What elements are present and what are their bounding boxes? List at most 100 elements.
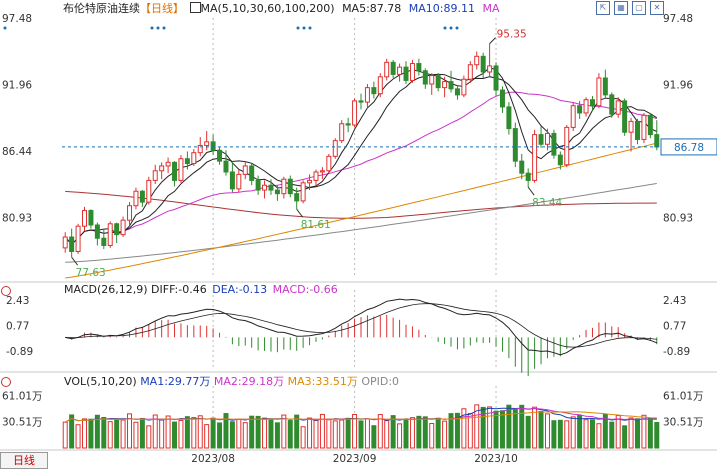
- candle-body: [358, 100, 364, 103]
- candle-body: [371, 87, 377, 95]
- candle-body: [474, 55, 480, 66]
- price-y-tick-right: 91.96: [663, 80, 693, 92]
- volume-bar: [525, 415, 531, 449]
- volume-bar: [210, 417, 216, 449]
- candle-body: [274, 189, 280, 195]
- macd-settings-icon[interactable]: [1, 286, 11, 296]
- vol-opid-label: OPID:0: [361, 375, 400, 388]
- candle-body: [184, 158, 190, 165]
- volume-bar: [583, 419, 589, 449]
- candle-body: [62, 236, 68, 249]
- candle-body: [114, 223, 120, 236]
- volume-bar: [197, 415, 203, 449]
- candle-body: [538, 134, 544, 145]
- signal-marker: [443, 26, 447, 30]
- price-y-tick-left: 80.93: [2, 212, 32, 224]
- macd-title[interactable]: MACD(26,12,9): [64, 283, 148, 296]
- candle-body: [120, 219, 126, 236]
- price-y-tick-left: 97.48: [2, 13, 32, 25]
- candle-body: [332, 140, 338, 157]
- volume-bar: [435, 417, 441, 449]
- annotation-high: 95.35: [497, 29, 527, 41]
- candle-body: [493, 65, 499, 91]
- expand-icon[interactable]: ⇱: [596, 1, 610, 15]
- grid-icon[interactable]: ▦: [614, 1, 628, 15]
- candle-body: [101, 237, 107, 246]
- vol-ma3-label: MA3:33.51万: [287, 375, 358, 388]
- volume-bar: [287, 420, 293, 449]
- volume-bar: [480, 406, 486, 449]
- volume-bar: [82, 418, 87, 449]
- candle-body: [146, 179, 152, 203]
- ma5-label: MA5:87.78: [342, 2, 402, 15]
- volume-bar: [397, 423, 403, 449]
- candle-body: [197, 144, 203, 154]
- macd-diff-label: DIFF:-0.46: [151, 283, 207, 296]
- signal-marker: [296, 26, 300, 30]
- candle-body: [127, 205, 133, 221]
- candle-body: [384, 61, 390, 78]
- ma60-line: [65, 142, 657, 279]
- candle-body: [647, 114, 653, 136]
- volume-bar: [313, 419, 319, 449]
- volume-bar: [178, 419, 184, 449]
- volume-bar: [577, 414, 583, 449]
- volume-bar: [487, 406, 493, 449]
- volume-bar: [114, 418, 120, 449]
- vol-panel-header: VOL(5,10,20) MA1:29.77万 MA2:29.18万 MA3:3…: [64, 375, 399, 389]
- x-tick-label: 2023/09: [333, 453, 377, 465]
- candle-body: [159, 165, 165, 172]
- candle-body: [339, 123, 345, 142]
- candle-body: [499, 89, 505, 108]
- candle-body: [300, 182, 306, 202]
- volume-bar: [454, 412, 460, 449]
- volume-bar: [384, 420, 390, 449]
- volume-bar: [422, 416, 428, 449]
- candle-body: [397, 66, 403, 75]
- ma-params-label[interactable]: MA(5,10,30,60,100,200): [200, 2, 335, 15]
- volume-bar: [172, 421, 178, 449]
- candle-body: [249, 165, 255, 181]
- candle-body: [107, 223, 113, 246]
- last-price-value: 86.78: [674, 142, 704, 154]
- candle-body: [255, 179, 261, 191]
- volume-bar: [358, 420, 364, 449]
- candle-body: [204, 141, 210, 146]
- period-tab[interactable]: 日线: [0, 452, 48, 469]
- close-icon[interactable]: ✕: [650, 1, 664, 15]
- signal-marker: [156, 26, 160, 30]
- volume-bar: [307, 417, 313, 449]
- candle-body: [570, 105, 576, 128]
- candle-body: [467, 64, 473, 80]
- volume-bar: [127, 413, 133, 449]
- candle-body: [364, 87, 370, 103]
- signal-marker: [449, 26, 453, 30]
- annotation-pointer: [489, 37, 496, 45]
- candle-body: [442, 81, 448, 89]
- signal-marker: [3, 26, 7, 30]
- signal-marker: [308, 26, 312, 30]
- volume-bar: [223, 413, 229, 449]
- period-label[interactable]: 【日线】: [140, 2, 184, 15]
- volume-bar: [229, 421, 235, 449]
- volume-bar: [551, 420, 557, 449]
- volume-bar: [139, 417, 145, 449]
- volume-bar: [596, 423, 602, 449]
- vol-title[interactable]: VOL(5,10,20): [64, 375, 137, 388]
- macd-value-label: MACD:-0.66: [272, 283, 338, 296]
- vol-settings-icon[interactable]: [1, 377, 11, 387]
- ma-settings-icon[interactable]: [189, 2, 201, 13]
- candle-body: [551, 132, 557, 156]
- volume-bar: [88, 418, 94, 449]
- candle-body: [223, 160, 229, 173]
- volume-bar: [602, 413, 608, 449]
- volume-bar: [622, 425, 628, 449]
- fullscreen-icon[interactable]: ▢: [632, 1, 646, 15]
- volume-bar: [345, 417, 351, 449]
- volume-bar: [332, 420, 338, 449]
- volume-bar: [544, 413, 550, 449]
- price-y-tick-right: 97.48: [663, 13, 693, 25]
- macd-dea-label: DEA:-0.13: [212, 283, 268, 296]
- candle-body: [172, 161, 178, 181]
